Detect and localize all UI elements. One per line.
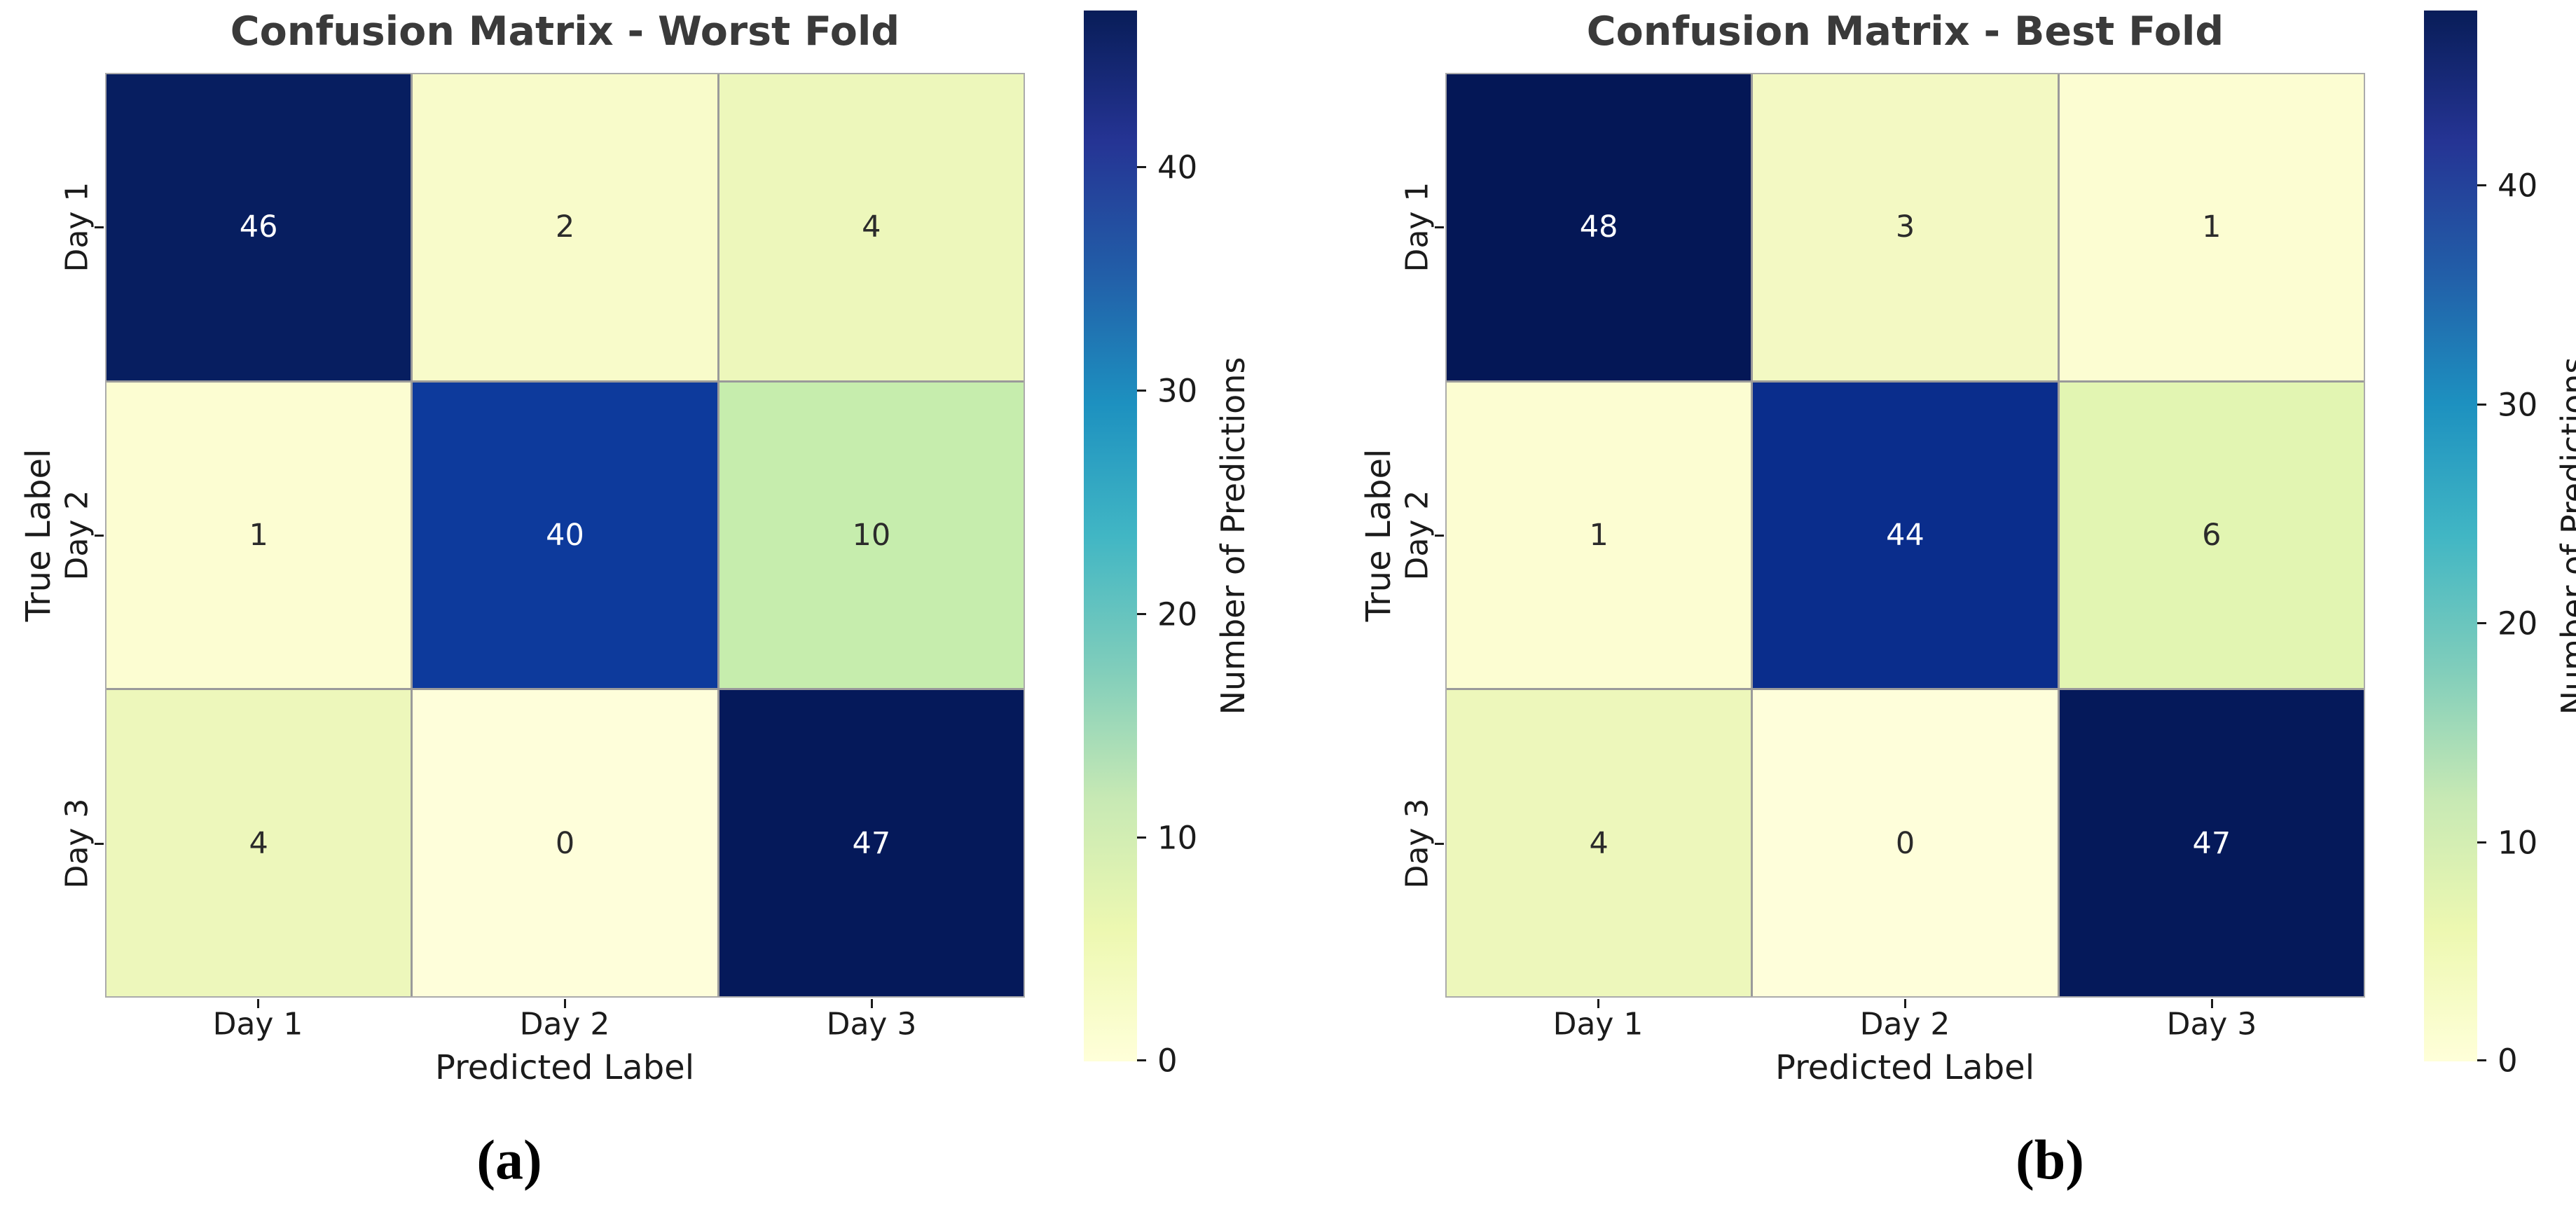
colorbar-tick-label: 10	[1157, 819, 1198, 857]
heatmap-grid: 46 2 4 1 40 10 4 0 47	[105, 73, 1025, 998]
x-tick-label: Day 3	[826, 1006, 917, 1042]
y-axis-tick	[95, 226, 104, 228]
matrix-cell: 4	[719, 74, 1024, 380]
matrix-cell: 6	[2059, 382, 2364, 689]
matrix-cell: 1	[2059, 74, 2364, 380]
matrix-cell: 4	[1447, 690, 1751, 996]
matrix-cell: 1	[106, 382, 411, 689]
matrix-cell: 40	[413, 382, 717, 689]
subfigure-caption-b: (b)	[2016, 1129, 2084, 1192]
matrix-cell: 3	[1753, 74, 2058, 380]
colorbar-axis-label: Number of Predictions	[2554, 357, 2576, 715]
x-tick-label: Day 1	[212, 1006, 303, 1042]
y-tick-label: Day 2	[59, 490, 95, 581]
colorbar-tick-label: 10	[2498, 824, 2538, 862]
chart-title: Confusion Matrix - Worst Fold	[230, 8, 900, 55]
colorbar-tick	[2477, 1059, 2486, 1061]
matrix-cell: 1	[1447, 382, 1751, 689]
panel-best-fold: Confusion Matrix - Best Fold 48 3 1 1 44…	[1340, 0, 2576, 1212]
matrix-cell: 44	[1753, 382, 2058, 689]
x-axis-tick	[564, 999, 566, 1008]
colorbar-tick-label: 40	[1157, 149, 1198, 186]
x-tick-label: Day 1	[1552, 1006, 1644, 1042]
colorbar-tick-label: 30	[2498, 386, 2538, 424]
matrix-cell: 0	[413, 690, 717, 996]
colorbar-tick-label: 0	[1157, 1042, 1178, 1080]
colorbar-gradient	[1084, 11, 1137, 1061]
y-axis-tick	[1435, 535, 1444, 537]
y-tick-label: Day 3	[59, 798, 95, 889]
y-tick-label: Day 3	[1399, 798, 1435, 889]
x-axis-label: Predicted Label	[1775, 1048, 2035, 1087]
colorbar-tick	[1137, 613, 1146, 615]
colorbar-tick-label: 30	[1157, 372, 1198, 410]
colorbar-tick	[2477, 184, 2486, 186]
x-axis-tick	[1597, 999, 1599, 1008]
colorbar-tick	[1137, 166, 1146, 168]
y-axis-tick	[95, 535, 104, 537]
x-tick-label: Day 3	[2166, 1006, 2257, 1042]
matrix-cell: 48	[1447, 74, 1751, 380]
heatmap-grid: 48 3 1 1 44 6 4 0 47	[1445, 73, 2365, 998]
x-axis-tick	[257, 999, 259, 1008]
subfigure-caption-a: (a)	[476, 1129, 542, 1192]
x-tick-label: Day 2	[1859, 1006, 1950, 1042]
chart-title: Confusion Matrix - Best Fold	[1586, 8, 2224, 55]
colorbar-tick-label: 0	[2498, 1042, 2518, 1080]
matrix-cell: 46	[106, 74, 411, 380]
panel-worst-fold: Confusion Matrix - Worst Fold 46 2 4 1 4…	[19, 8, 1252, 1192]
y-tick-label: Day 2	[1399, 490, 1435, 581]
matrix-cell: 2	[413, 74, 717, 380]
x-tick-label: Day 2	[519, 1006, 610, 1042]
colorbar-tick-label: 20	[1157, 595, 1198, 633]
x-axis-label: Predicted Label	[434, 1048, 695, 1087]
matrix-cell: 47	[719, 690, 1024, 996]
matrix-cell: 0	[1753, 690, 2058, 996]
y-axis-tick	[1435, 843, 1444, 845]
x-axis-tick	[871, 999, 873, 1008]
colorbar-tick	[1137, 1059, 1146, 1061]
colorbar-gradient	[2424, 11, 2477, 1061]
y-tick-label: Day 1	[1399, 181, 1435, 273]
matrix-cell: 4	[106, 690, 411, 996]
y-tick-label: Day 1	[59, 181, 95, 273]
colorbar-tick	[1137, 836, 1146, 839]
colorbar-tick-label: 20	[2498, 605, 2538, 642]
colorbar-tick-label: 40	[2498, 167, 2538, 205]
y-axis-tick	[95, 843, 104, 845]
y-axis-label: True Label	[1359, 448, 1398, 622]
x-axis-tick	[2211, 999, 2213, 1008]
x-axis-tick	[1904, 999, 1906, 1008]
y-axis-label: True Label	[19, 448, 58, 622]
colorbar-tick	[2477, 404, 2486, 406]
y-axis-tick	[1435, 226, 1444, 228]
colorbar-tick	[1137, 390, 1146, 392]
colorbar-tick	[2477, 841, 2486, 843]
matrix-cell: 10	[719, 382, 1024, 689]
matrix-cell: 47	[2059, 690, 2364, 996]
colorbar-tick	[2477, 622, 2486, 624]
colorbar-axis-label: Number of Predictions	[1214, 357, 1252, 715]
